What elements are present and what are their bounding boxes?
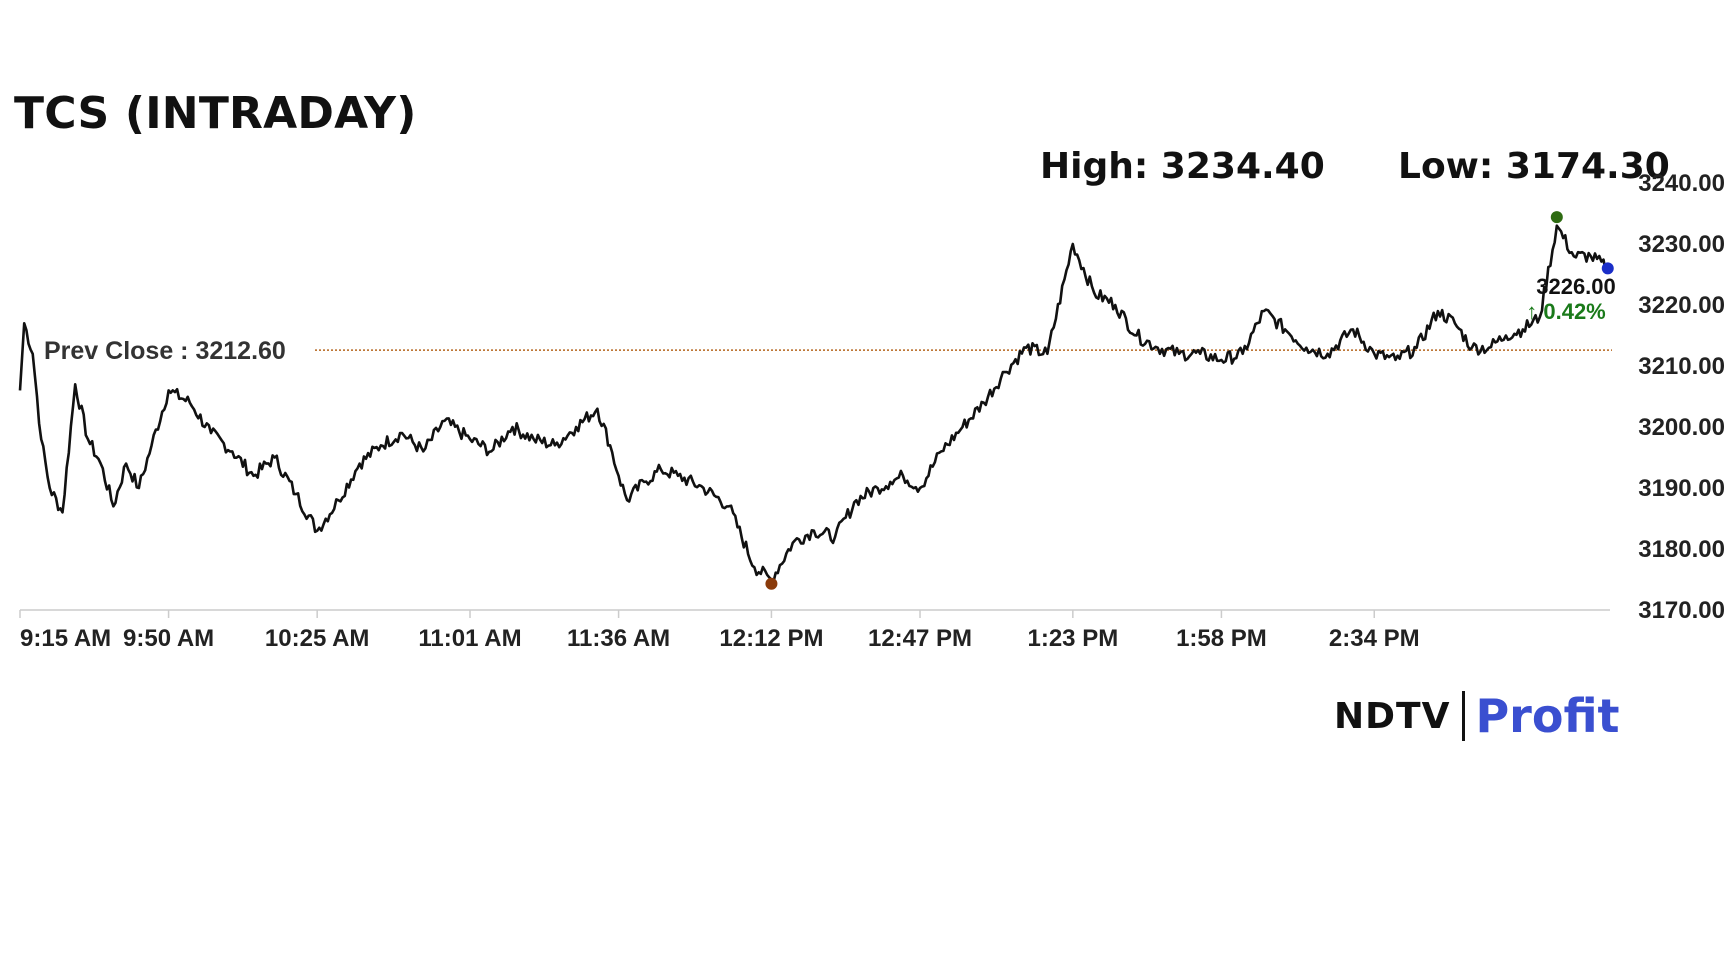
logo-profit: Profit	[1475, 689, 1620, 743]
price-series-line	[18, 224, 1609, 584]
y-tick-label: 3220.00	[1638, 292, 1725, 319]
brand-logo: NDTV Profit	[1334, 688, 1620, 744]
last-price-label: 3226.00	[1536, 274, 1616, 299]
y-tick-label: 3230.00	[1638, 231, 1725, 258]
low-marker	[765, 577, 778, 590]
y-tick-label: 3170.00	[1638, 597, 1725, 624]
x-tick-label: 9:50 AM	[123, 625, 214, 652]
x-tick-label: 12:47 PM	[868, 625, 972, 652]
y-tick-label: 3210.00	[1638, 353, 1725, 380]
high-label: High: 3234.40	[1040, 146, 1325, 187]
logo-ndtv: NDTV	[1334, 695, 1451, 737]
x-tick-label: 10:25 AM	[265, 625, 369, 652]
y-tick-label: 3180.00	[1638, 536, 1725, 563]
low-label: Low: 3174.30	[1398, 146, 1670, 187]
y-tick-label: 3190.00	[1638, 475, 1725, 502]
x-tick-label: 11:36 AM	[567, 625, 670, 652]
y-axis: 3240.00 3230.00 3220.00 3210.00 3200.00 3190.…	[1638, 170, 1725, 624]
x-tick-label: 9:15 AM	[20, 625, 111, 652]
x-tick-label: 11:01 AM	[418, 625, 521, 652]
last-price-marker	[1601, 262, 1614, 275]
change-percent-label: ↑ 0.42%	[1526, 299, 1606, 324]
y-tick-label: 3200.00	[1638, 414, 1725, 441]
x-tick-label: 2:34 PM	[1329, 625, 1420, 652]
page-title: TCS (INTRADAY)	[14, 88, 417, 139]
x-axis: 9:15 AM 9:50 AM 10:25 AM 11:01 AM 11:36 AM 12…	[19, 610, 1420, 652]
x-tick-label: 1:23 PM	[1027, 625, 1118, 652]
prev-close-label: Prev Close : 3212.60	[44, 337, 286, 365]
high-marker	[1550, 211, 1563, 224]
logo-divider	[1462, 691, 1466, 741]
x-tick-label: 1:58 PM	[1176, 625, 1267, 652]
y-tick-label: 3240.00	[1638, 170, 1725, 197]
x-tick-label: 12:12 PM	[719, 625, 823, 652]
